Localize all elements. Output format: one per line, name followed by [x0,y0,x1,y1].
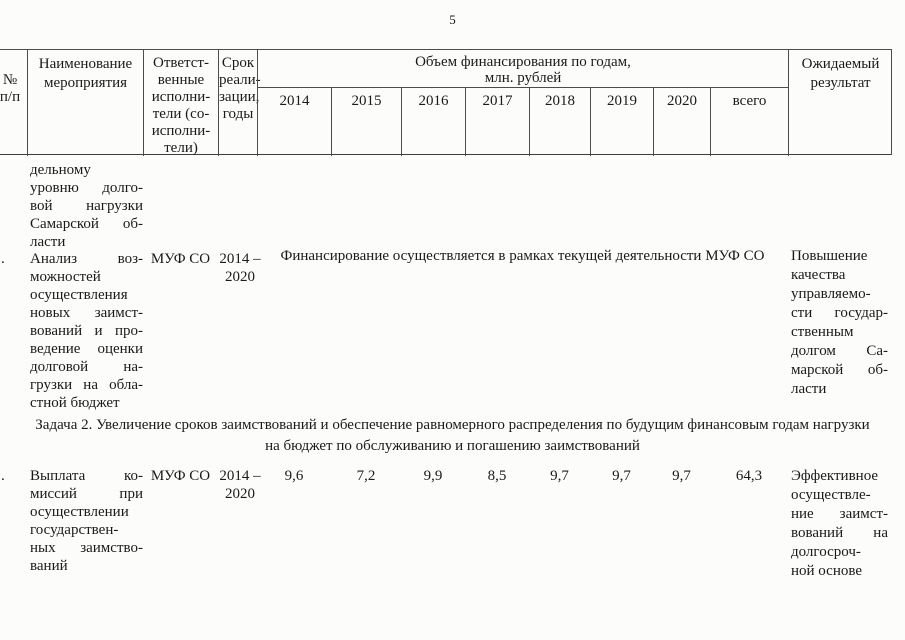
value-2015: 7,2 [356,468,376,484]
header-cell-term: Срок реали- зации, годы [218,50,261,156]
header-cell-executors: Ответст- венные исполни- тели (со- испол… [143,50,218,156]
row-analysis-number-clipped: . [1,251,5,267]
row-analysis-term: 2014 – 2020 [219,251,261,285]
table-header: № п/п Наименование мероприятия Ответст- … [0,49,892,156]
row-analysis-funding-note: Финансирование осуществляется в рамках т… [280,248,765,264]
row-commissions-term: 2014 – 2020 [219,468,261,502]
value-2018: 9,7 [550,468,569,484]
row-analysis-measure-name: Анализ воз-можностей осуществления новых з… [30,251,143,411]
section-heading-task-2: Задача 2. Увеличение сроков заимствовани… [35,417,870,454]
value-2017: 8,5 [487,468,507,484]
value-2016: 9,9 [423,468,443,484]
header-cell-funding: Объем финансирования по годам, млн. рубл… [257,50,788,88]
row-commissions-number-clipped: . [1,468,5,484]
row-analysis-expected-result: Повышение качества управляемо-сти государ-… [791,248,888,397]
value-2020: 9,7 [672,468,691,484]
header-cell-year-2016: 2016 [401,88,465,156]
row-commissions-measure-name: Выплата ко-миссий при осуществлении госуда… [30,468,143,574]
row-commissions-expected-result: Эффективное осуществле-ние заимст-вований… [791,468,888,579]
value-total: 64,3 [735,468,763,484]
header-cell-year-2015: 2015 [331,88,401,156]
row-commissions-executor: МУФ СО [150,468,211,484]
page-number: 5 [449,12,456,27]
header-cell-year-2017: 2017 [465,88,529,156]
header-cell-year-2020: 2020 [653,88,710,156]
header-cell-total: всего [710,88,788,156]
value-2014: 9,6 [284,468,304,484]
header-cell-expected-result: Ожидаемый результат [788,50,892,156]
row-analysis-executor: МУФ СО [150,251,211,267]
header-cell-year-2014: 2014 [257,88,331,156]
header-cell-number: № п/п [0,50,27,156]
header-cell-year-2018: 2018 [529,88,590,156]
row-continuation-measure-name: дельному уровню долго-вой нагрузки Самарск… [30,162,143,250]
header-cell-measure-name: Наименование мероприятия [27,50,143,156]
header-cell-year-2019: 2019 [590,88,653,156]
value-2019: 9,7 [612,468,631,484]
header-number-label: № п/п [0,72,21,105]
